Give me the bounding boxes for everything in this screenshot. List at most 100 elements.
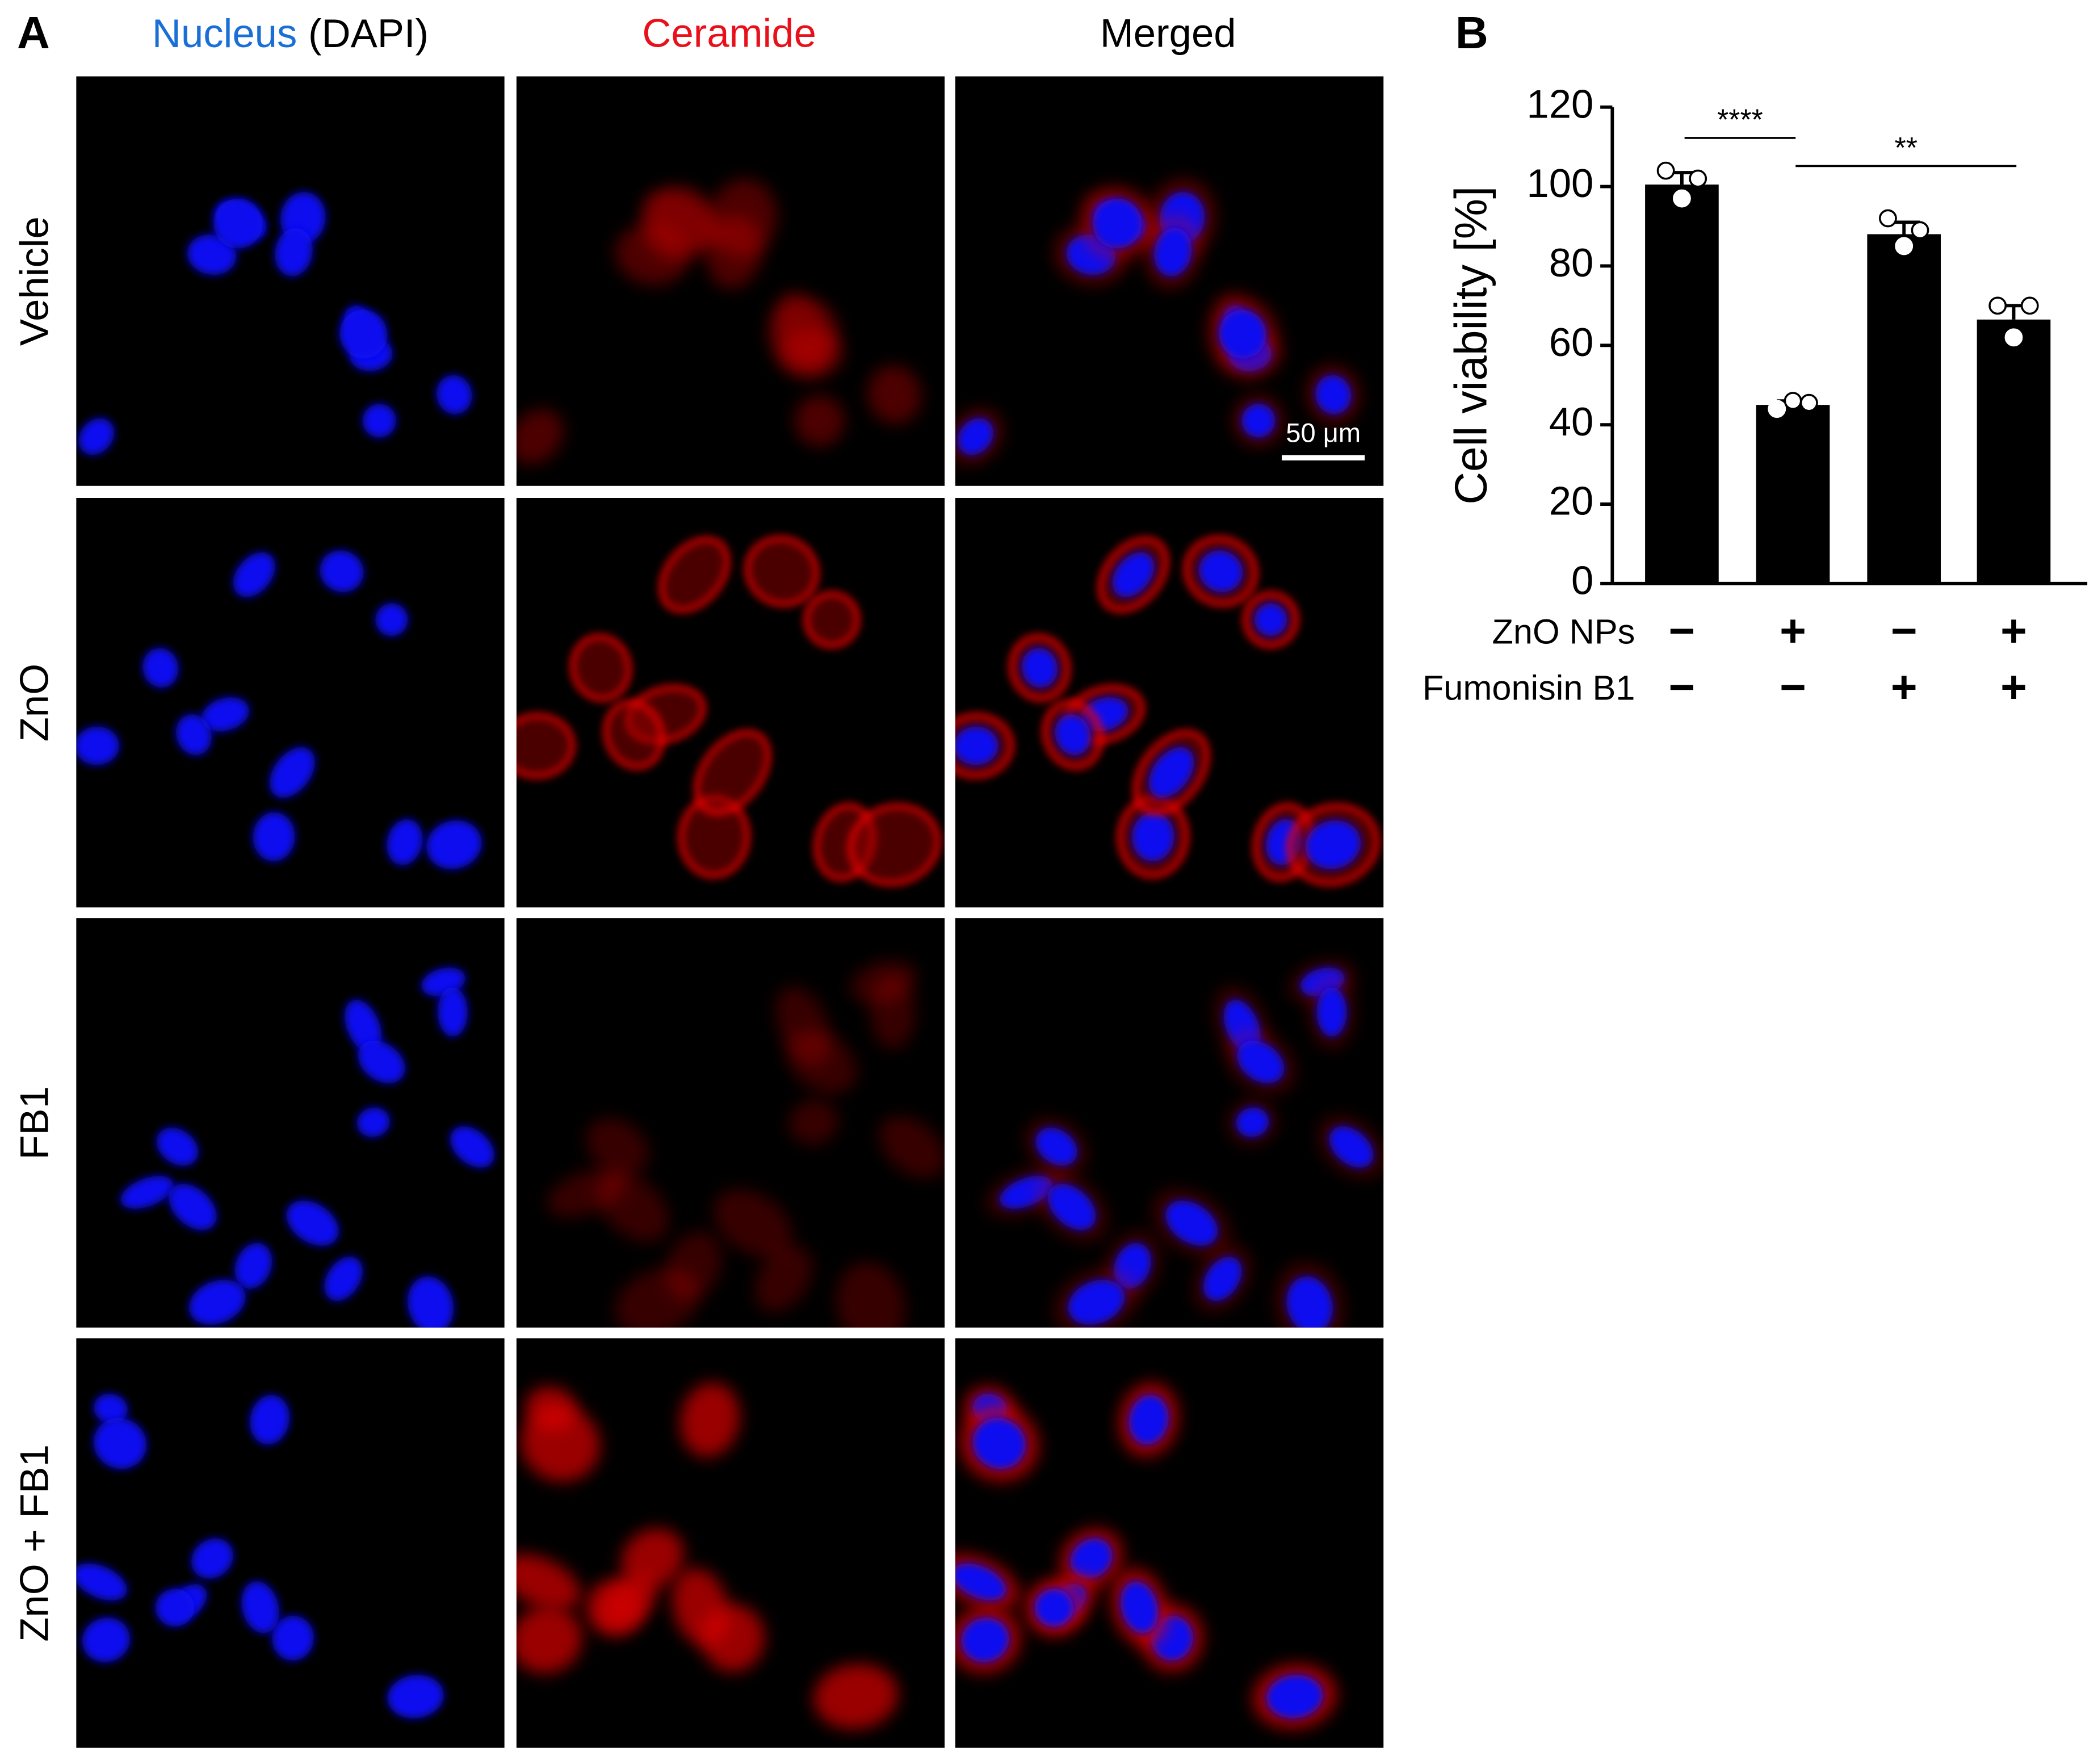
column-title: Merged xyxy=(1100,10,1236,55)
ceramide-cell xyxy=(767,298,840,371)
cells xyxy=(955,535,1380,886)
nucleus xyxy=(955,726,998,765)
column-title: Nucleus (DAPI) xyxy=(152,10,429,55)
column-title: Ceramide xyxy=(642,10,816,55)
ceramide-cell xyxy=(658,537,730,613)
y-tick-label: 60 xyxy=(1549,320,1594,364)
y-tick-label: 40 xyxy=(1549,399,1594,444)
micrograph-background xyxy=(76,76,505,486)
cells xyxy=(120,967,494,1328)
nucleus xyxy=(358,1041,405,1083)
nucleus xyxy=(1092,198,1142,249)
ceramide-cell xyxy=(804,591,860,648)
cells xyxy=(78,192,472,455)
nucleus xyxy=(1165,1200,1218,1246)
row-label: ZnO + FB1 xyxy=(12,1444,57,1642)
micrograph xyxy=(955,76,1384,486)
nucleus xyxy=(1316,987,1347,1037)
significance-label: **** xyxy=(1717,103,1763,136)
condition-label: Fumonisin B1 xyxy=(1423,669,1635,707)
ceramide-cell xyxy=(603,700,665,770)
micrograph xyxy=(516,498,945,908)
ceramide-cell xyxy=(794,395,845,446)
data-point xyxy=(2004,328,2023,347)
ceramide-cell xyxy=(516,1554,581,1610)
column-title: Nucleus xyxy=(152,10,297,55)
ceramide-cell xyxy=(879,1116,945,1178)
condition-sign: − xyxy=(1669,605,1696,656)
nucleus xyxy=(972,1418,1026,1469)
nucleus xyxy=(82,1618,131,1662)
nucleus xyxy=(142,648,179,688)
data-point xyxy=(1784,392,1802,410)
ceramide-cell xyxy=(516,1606,582,1674)
data-point xyxy=(1911,221,1929,240)
micrograph xyxy=(76,1338,505,1748)
cells xyxy=(516,179,921,464)
nucleus xyxy=(1254,603,1287,636)
nucleus xyxy=(76,726,120,765)
nucleus xyxy=(94,1393,128,1424)
ceramide-cell xyxy=(680,1382,740,1457)
micrograph xyxy=(76,76,505,486)
nucleus xyxy=(275,228,313,276)
micrograph xyxy=(76,498,505,908)
row-label: ZnO xyxy=(12,664,57,742)
nucleus xyxy=(324,1256,363,1301)
micrograph xyxy=(516,918,945,1328)
nucleus xyxy=(387,1674,444,1719)
ceramide-cell xyxy=(516,713,575,779)
nucleus xyxy=(272,1615,314,1661)
nucleus xyxy=(407,1276,454,1328)
ceramide-cell xyxy=(870,975,916,1049)
cells xyxy=(955,179,1360,464)
cells xyxy=(986,960,1384,1328)
data-point xyxy=(1879,209,1897,228)
ceramide-cell xyxy=(867,365,921,424)
ceramide-cell xyxy=(813,1664,899,1729)
ceramide-cell xyxy=(641,186,715,261)
nucleus xyxy=(234,1243,272,1289)
nucleus xyxy=(241,1581,279,1633)
micrograph xyxy=(516,76,945,486)
data-point xyxy=(1656,161,1675,180)
nucleus xyxy=(120,1176,174,1209)
nucleus xyxy=(426,820,482,869)
nucleus xyxy=(1022,648,1058,688)
condition-sign: + xyxy=(2000,605,2027,656)
ceramide-cell xyxy=(755,1246,813,1312)
column-subtitle: (DAPI) xyxy=(308,10,429,55)
micrograph xyxy=(76,918,505,1328)
nucleus xyxy=(1121,1581,1159,1633)
nucleus xyxy=(450,1126,494,1168)
nucleus xyxy=(1153,228,1192,276)
cells xyxy=(516,535,941,886)
nucleus xyxy=(1305,820,1361,869)
nucleus xyxy=(387,819,423,865)
ceramide-cell xyxy=(706,216,762,288)
nucleus xyxy=(270,747,315,798)
condition-sign: − xyxy=(1669,661,1696,713)
data-point xyxy=(2020,296,2039,315)
nucleus xyxy=(955,1563,1006,1600)
ceramide-cell xyxy=(597,1172,669,1242)
nucleus xyxy=(1035,1128,1077,1166)
data-point xyxy=(1988,296,2007,315)
nucleus xyxy=(438,987,468,1037)
ceramide-cell xyxy=(621,1528,684,1589)
bar xyxy=(1645,185,1719,584)
nucleus xyxy=(1241,404,1275,438)
nucleus xyxy=(1128,1395,1169,1445)
bar xyxy=(1867,234,1941,584)
ceramide-cell xyxy=(786,1030,857,1094)
ceramide-cell xyxy=(615,1268,700,1328)
condition-sign: + xyxy=(1891,661,1917,713)
nucleus xyxy=(1068,1280,1125,1325)
row-label: Vehicle xyxy=(12,216,57,346)
nucleus xyxy=(1034,1589,1073,1627)
y-tick-label: 0 xyxy=(1571,558,1593,603)
ceramide-cell xyxy=(847,803,941,886)
ceramide-cell xyxy=(789,1100,838,1145)
nucleus xyxy=(1112,552,1155,597)
scale-bar-label: 50 μm xyxy=(1286,418,1361,448)
